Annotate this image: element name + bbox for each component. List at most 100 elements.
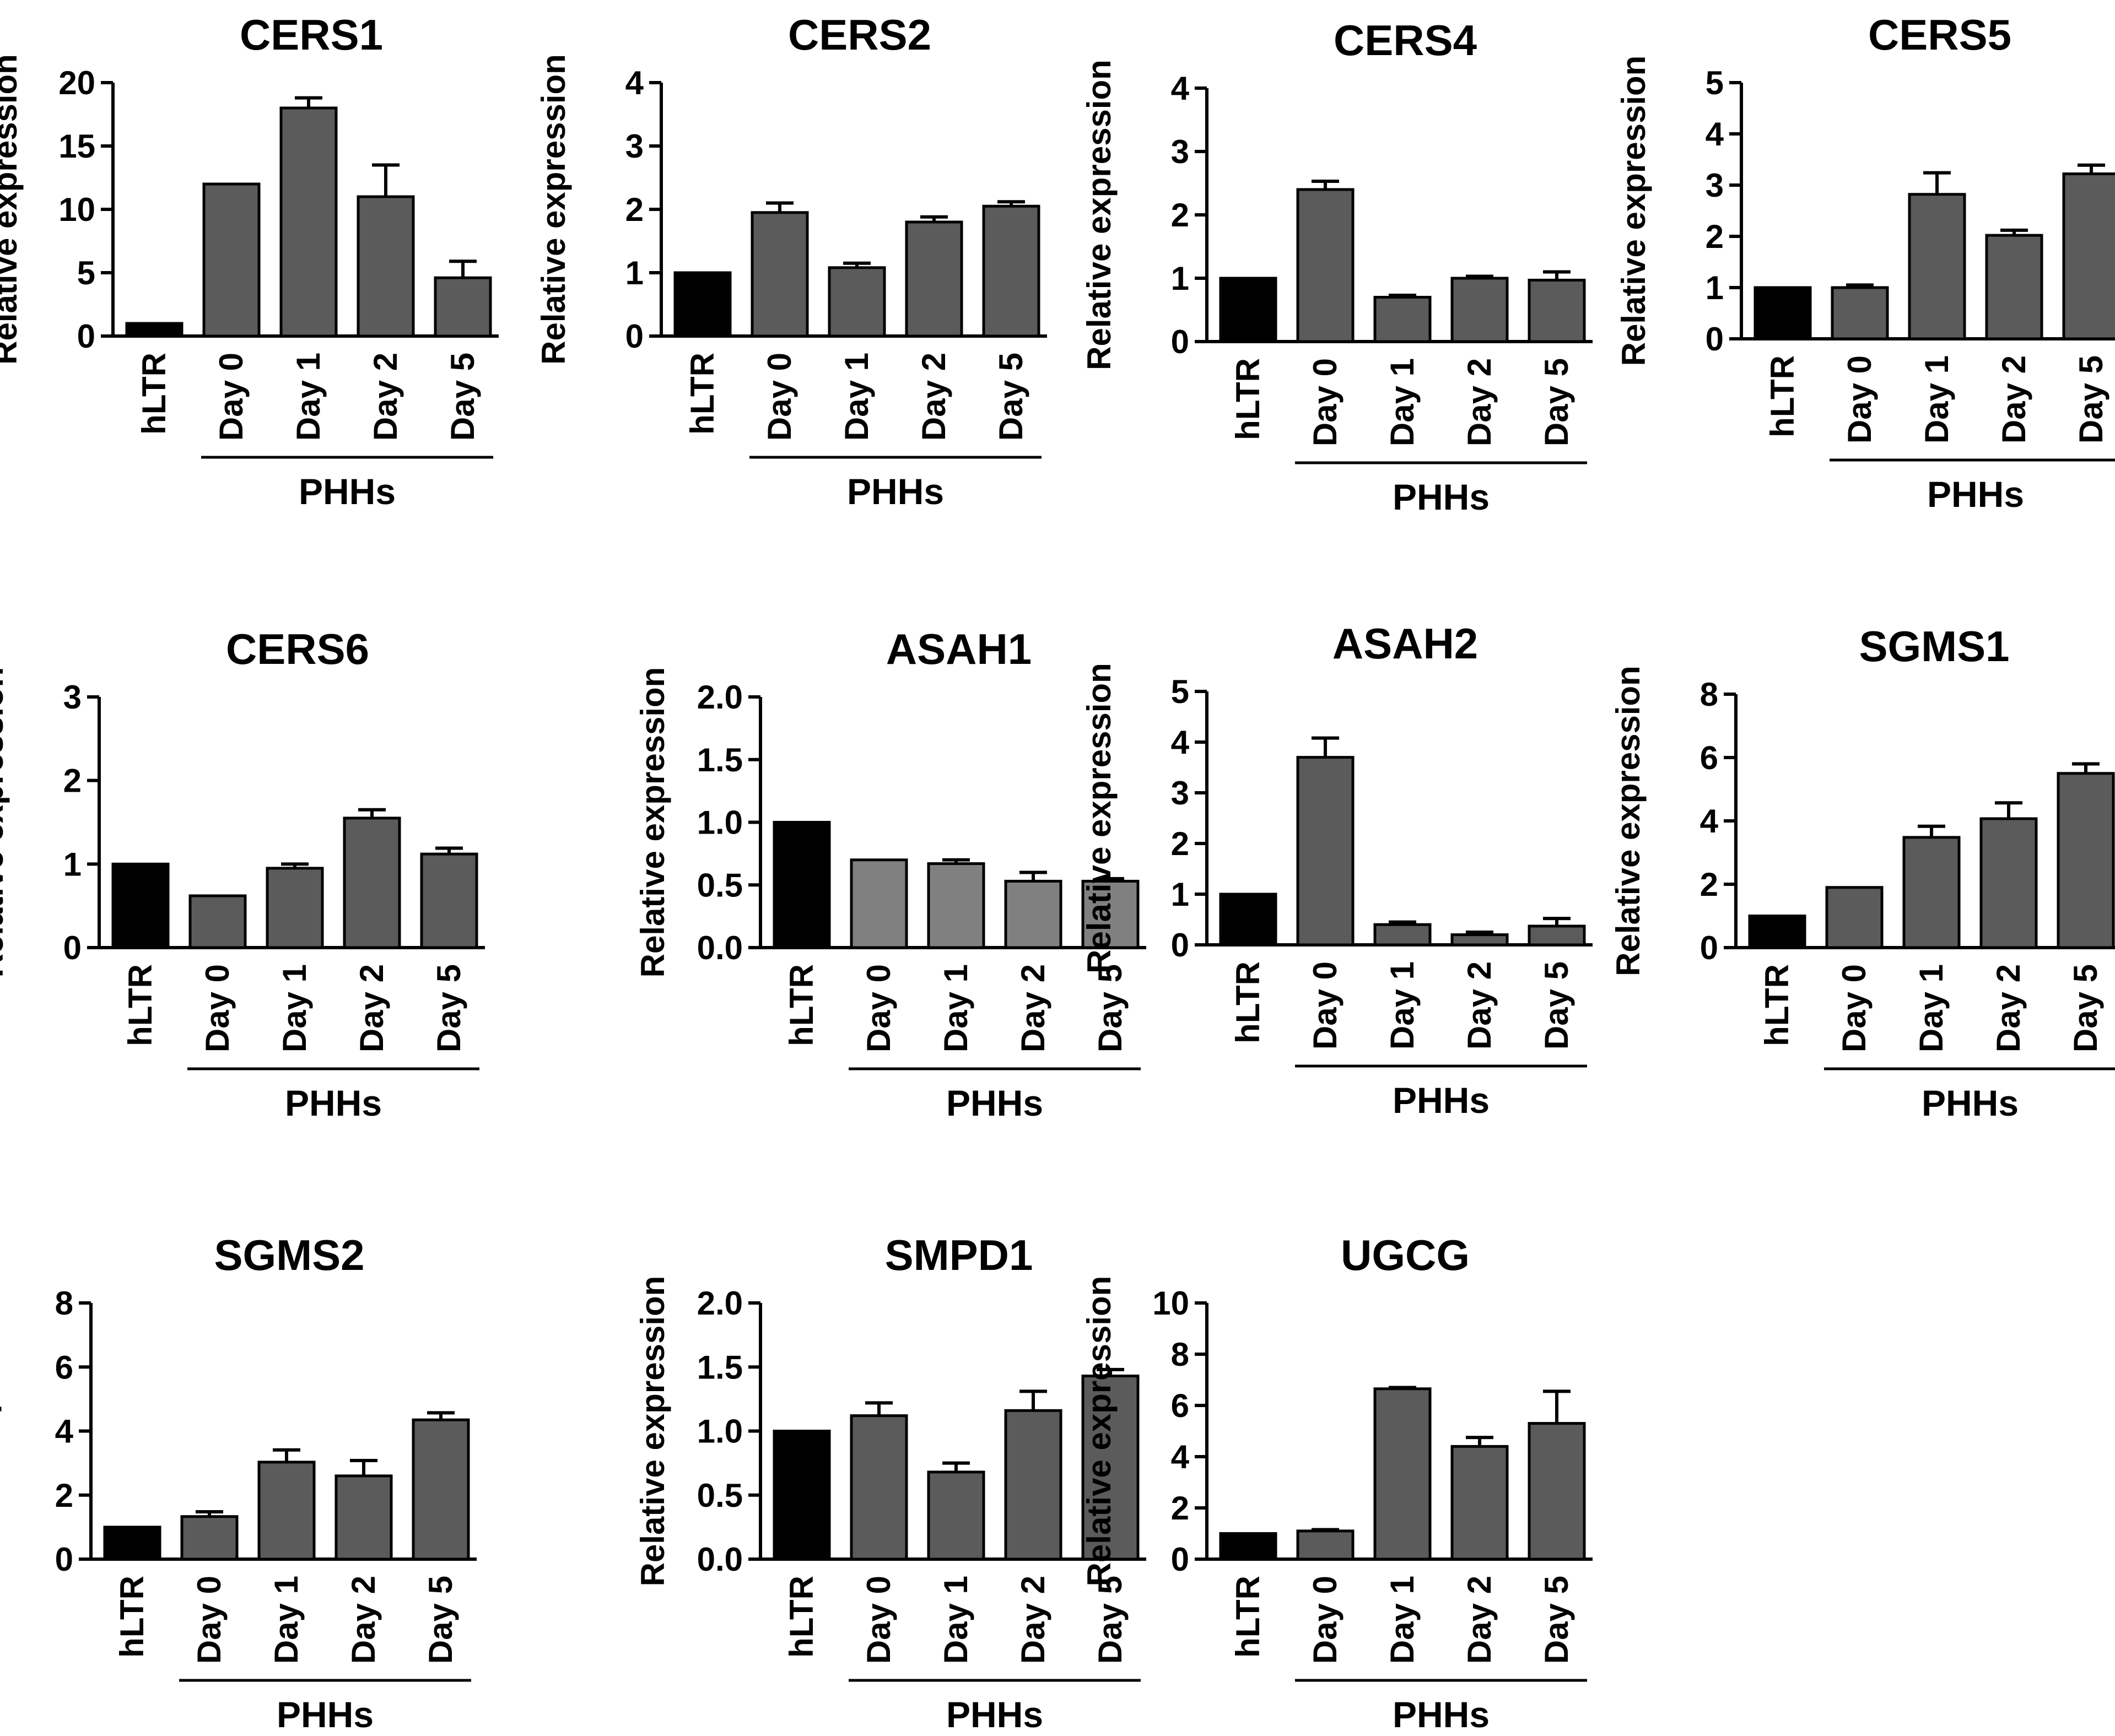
y-tick-label: 2 [1700, 866, 1718, 903]
bar-day-0 [1296, 1529, 1355, 1561]
bar-day-0 [1296, 756, 1355, 947]
group-label: PHHs [1393, 477, 1490, 517]
y-tick-label: 2 [1171, 1490, 1189, 1527]
y-tick-label: 0.5 [697, 867, 743, 904]
x-tick-label: Day 5 [1092, 1576, 1129, 1664]
bar-day-2 [334, 1474, 393, 1561]
x-tick-label: Day 1 [1913, 964, 1950, 1052]
group-label: PHHs [946, 1083, 1043, 1123]
x-tick-label: Day 5 [430, 964, 467, 1052]
x-tick-label: Day 0 [1307, 961, 1344, 1050]
bar-day-2 [1450, 277, 1509, 343]
y-tick-label: 3 [1171, 775, 1189, 812]
x-tick-label: Day 2 [1995, 355, 2032, 444]
y-tick-label: 0 [1171, 927, 1189, 964]
x-tick-label: Day 0 [1307, 358, 1344, 446]
y-tick-label: 0 [1706, 321, 1724, 358]
chart-cers2: CERS2 Relative expression 0 1 2 3 4 hLTR Day 0 Da… [535, 10, 1047, 512]
group-label: PHHs [847, 471, 944, 512]
bar-day-5 [1528, 924, 1586, 947]
y-tick-label: 6 [1700, 739, 1718, 776]
chart-title: SGMS1 [1859, 622, 2009, 670]
x-tick-label: Day 1 [276, 964, 313, 1052]
y-tick-label: 4 [1171, 70, 1190, 107]
bar-day-1 [266, 867, 324, 949]
y-tick-label: 0.5 [697, 1477, 743, 1514]
bar-day-5 [982, 204, 1040, 338]
bar-day-5 [434, 276, 492, 338]
chart-title: CERS6 [226, 625, 369, 673]
bar-hltr [773, 1430, 831, 1561]
y-tick-label: 1.5 [697, 742, 743, 778]
group-label: PHHs [285, 1083, 382, 1123]
bar-day-1 [279, 106, 338, 338]
chart-title: ASAH2 [1332, 619, 1478, 668]
bar-day-1 [927, 1470, 985, 1561]
x-tick-label: Day 2 [1461, 961, 1498, 1050]
group-label: PHHs [277, 1694, 374, 1735]
y-axis-label: Relative expression [0, 667, 10, 978]
y-axis-label: Relative expression [634, 1276, 671, 1587]
group-label: PHHs [1927, 474, 2024, 515]
y-tick-label: 1 [1171, 260, 1189, 297]
y-tick-label: 2 [1706, 218, 1724, 255]
x-tick-label: Day 2 [915, 353, 952, 441]
y-tick-label: 0.0 [697, 929, 743, 966]
x-tick-label: hLTR [783, 1576, 820, 1658]
chart-title: SGMS2 [214, 1231, 364, 1279]
y-tick-label: 1 [63, 846, 82, 883]
y-axis-label: Relative expression [535, 54, 572, 365]
bar-day-0 [751, 211, 809, 338]
y-tick-label: 1 [1171, 876, 1189, 913]
bar-day-0 [850, 1414, 908, 1561]
bar-day-5 [1081, 879, 1140, 949]
y-tick-label: 8 [1700, 676, 1718, 713]
bar-day-1 [927, 862, 985, 949]
x-tick-label: Day 0 [860, 964, 897, 1052]
x-tick-label: hLTR [1758, 964, 1795, 1046]
x-tick-label: Day 0 [191, 1576, 228, 1664]
bar-day-2 [1979, 817, 2038, 949]
bar-day-1 [1373, 296, 1432, 343]
bar-day-1 [1908, 193, 1966, 340]
x-tick-label: Day 0 [213, 353, 250, 441]
x-tick-label: Day 1 [1384, 961, 1421, 1050]
x-tick-label: Day 5 [1538, 358, 1575, 446]
bar-hltr [673, 271, 732, 338]
y-tick-label: 2 [1171, 825, 1189, 862]
x-tick-label: hLTR [122, 964, 159, 1046]
y-tick-label: 1.0 [697, 804, 743, 841]
y-tick-label: 0 [63, 929, 82, 966]
bar-day-2 [1450, 933, 1509, 947]
chart-smpd1: SMPD1 Relative expression 0.0 0.5 1.0 1.5 2.0 h… [634, 1231, 1146, 1735]
y-tick-label: 8 [1171, 1336, 1189, 1373]
chart-title: CERS4 [1334, 16, 1477, 64]
x-tick-label: Day 0 [199, 964, 236, 1052]
x-tick-label: hLTR [1229, 1576, 1266, 1658]
chart-title: CERS2 [788, 10, 931, 59]
y-tick-label: 4 [1171, 724, 1190, 761]
bar-hltr [773, 821, 831, 949]
bar-day-2 [1004, 1409, 1062, 1561]
bar-day-5 [412, 1418, 470, 1561]
x-tick-label: hLTR [1229, 961, 1266, 1043]
bar-day-1 [257, 1461, 316, 1561]
chart-cers5: CERS5 Relative expression 0 1 2 3 4 5 hLTR Day 0 D… [1615, 10, 2115, 515]
bar-day-2 [343, 816, 401, 949]
x-tick-label: hLTR [684, 353, 721, 435]
y-tick-label: 4 [625, 64, 644, 101]
bar-day-5 [2062, 172, 2115, 340]
bar-day-2 [1004, 879, 1062, 949]
x-tick-label: hLTR [114, 1576, 150, 1658]
bar-day-5 [1528, 278, 1586, 343]
y-axis-label: Relative expression [0, 54, 24, 365]
y-tick-label: 3 [63, 679, 82, 716]
x-tick-label: Day 2 [1461, 1576, 1498, 1664]
y-tick-label: 2 [63, 762, 82, 799]
x-tick-label: Day 1 [1918, 355, 1955, 444]
y-tick-label: 2.0 [697, 679, 743, 716]
y-tick-label: 1.0 [697, 1413, 743, 1450]
y-tick-label: 5 [77, 255, 95, 291]
y-axis-label: Relative expression [0, 1276, 2, 1587]
